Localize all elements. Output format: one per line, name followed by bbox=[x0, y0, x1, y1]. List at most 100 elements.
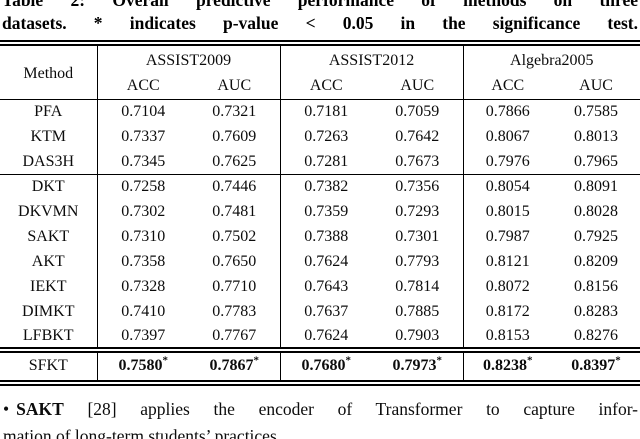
value-cell: 0.7973* bbox=[372, 346, 464, 383]
significance-star: * bbox=[527, 354, 533, 367]
value-cell: 0.7382 bbox=[304, 178, 349, 196]
value-cell: 0.7585 bbox=[574, 103, 619, 121]
value-cell: 0.7625 bbox=[189, 149, 281, 175]
value-cell: 0.7104 bbox=[121, 103, 166, 121]
value-cell: 0.7337 bbox=[121, 128, 166, 145]
value-cell: 0.7673 bbox=[372, 149, 464, 175]
best-value: 0.8238 bbox=[483, 357, 528, 374]
best-value: 0.8397 bbox=[571, 357, 616, 374]
value-cell: 0.8072 bbox=[485, 278, 530, 295]
value-cell: 0.8276 bbox=[574, 326, 619, 344]
value-cell: 0.8054 bbox=[485, 178, 530, 196]
value-cell: 0.7710 bbox=[189, 274, 281, 300]
table-row: KTM 0.7337 0.7609 0.7263 0.7642 0.8067 0… bbox=[0, 124, 640, 150]
value-cell: 0.8015 bbox=[485, 203, 530, 220]
value-cell: 0.7580* bbox=[97, 346, 189, 383]
value-cell: 0.7359 bbox=[304, 203, 349, 220]
value-cell: 0.7885 bbox=[372, 299, 464, 325]
value-cell: 0.7793 bbox=[372, 249, 464, 275]
significance-star: * bbox=[162, 354, 169, 367]
value-cell: 0.7650 bbox=[189, 249, 281, 275]
value-cell: 0.7643 bbox=[304, 278, 349, 295]
metric-header-acc: ACC bbox=[280, 73, 373, 100]
table-row: DKVMN 0.7302 0.7481 0.7359 0.7293 0.8015… bbox=[0, 199, 640, 225]
value-cell: 0.7328 bbox=[121, 278, 166, 295]
value-cell: 0.7281 bbox=[280, 149, 373, 175]
method-cell: AKT bbox=[0, 249, 98, 275]
table-caption: Table 2: Overall predictive performance … bbox=[0, 0, 640, 35]
method-column-header: Method bbox=[0, 43, 98, 100]
value-cell: 0.7642 bbox=[372, 124, 464, 150]
dataset-header-row: Method ASSIST2009 ASSIST2012 Algebra2005 bbox=[0, 43, 640, 100]
value-cell: 0.7410 bbox=[121, 303, 166, 320]
metric-header-acc: ACC bbox=[97, 73, 189, 100]
metric-header-auc: AUC bbox=[372, 73, 464, 100]
value-cell: 0.8091 bbox=[574, 178, 619, 196]
value-cell: 0.8121 bbox=[485, 253, 530, 270]
value-cell: 0.7624 bbox=[304, 253, 349, 270]
table-row: DAS3H 0.7345 0.7625 0.7281 0.7673 0.7976… bbox=[0, 149, 640, 175]
value-cell: 0.7345 bbox=[97, 149, 189, 175]
value-cell: 0.7181 bbox=[304, 103, 349, 121]
best-value: 0.7867 bbox=[209, 357, 254, 374]
value-cell: 0.7866 bbox=[485, 103, 530, 121]
table-row-best: SFKT 0.7580* 0.7867* 0.7680* 0.7973* 0.8… bbox=[0, 346, 640, 383]
value-cell: 0.7637 bbox=[304, 303, 349, 320]
value-cell: 0.7446 bbox=[189, 174, 281, 200]
value-cell: 0.7965 bbox=[552, 149, 640, 175]
footnote-text: [28] applies the encoder of Transformer … bbox=[63, 399, 638, 419]
value-cell: 0.7925 bbox=[574, 228, 619, 245]
dataset-header-assist2012: ASSIST2012 bbox=[280, 43, 464, 73]
method-cell: DKT bbox=[0, 174, 98, 200]
method-cell: DIMKT bbox=[0, 299, 98, 325]
method-cell: KTM bbox=[0, 124, 98, 150]
method-cell: IEKT bbox=[0, 274, 98, 300]
caption-line-1: Table 2: Overall predictive performance … bbox=[2, 0, 638, 10]
value-cell: 0.7397 bbox=[121, 326, 166, 344]
method-term: SAKT bbox=[16, 399, 64, 419]
value-cell: 0.8156 bbox=[574, 278, 619, 295]
method-cell: PFA bbox=[0, 99, 98, 125]
value-cell: 0.8172 bbox=[485, 303, 530, 320]
footnote-line-2: mation of long-term students’ practices. bbox=[3, 426, 282, 439]
value-cell: 0.7258 bbox=[121, 178, 166, 196]
value-cell: 0.8067 bbox=[485, 128, 530, 145]
table-row: DIMKT 0.7410 0.7783 0.7637 0.7885 0.8172… bbox=[0, 299, 640, 325]
value-cell: 0.7302 bbox=[121, 203, 166, 220]
value-cell: 0.7903 bbox=[372, 324, 464, 350]
method-cell: DKVMN bbox=[0, 199, 98, 225]
value-cell: 0.7624 bbox=[304, 326, 349, 344]
metric-header-acc: ACC bbox=[463, 73, 553, 100]
value-cell: 0.8013 bbox=[574, 128, 619, 145]
value-cell: 0.7609 bbox=[189, 124, 281, 150]
value-cell: 0.7502 bbox=[189, 224, 281, 250]
method-cell: SFKT bbox=[0, 346, 98, 383]
table-row: LFBKT 0.7397 0.7767 0.7624 0.7903 0.8153… bbox=[0, 324, 640, 350]
value-cell: 0.7263 bbox=[304, 128, 349, 145]
value-cell: 0.7388 bbox=[304, 228, 349, 245]
method-cell: DAS3H bbox=[0, 149, 98, 175]
table-row: SAKT 0.7310 0.7502 0.7388 0.7301 0.7987 … bbox=[0, 224, 640, 250]
value-cell: 0.8153 bbox=[485, 326, 530, 344]
value-cell: 0.8209 bbox=[574, 253, 619, 270]
best-value: 0.7973 bbox=[392, 357, 437, 374]
value-cell: 0.7356 bbox=[372, 174, 464, 200]
best-value: 0.7580 bbox=[118, 357, 163, 374]
value-cell: 0.7767 bbox=[189, 324, 281, 350]
value-cell: 0.8028 bbox=[574, 203, 619, 220]
metric-header-auc: AUC bbox=[552, 73, 640, 100]
value-cell: 0.7358 bbox=[121, 253, 166, 270]
value-cell: 0.7301 bbox=[372, 224, 464, 250]
value-cell: 0.7867* bbox=[189, 346, 281, 383]
value-cell: 0.7321 bbox=[189, 99, 281, 125]
dataset-header-assist2009: ASSIST2009 bbox=[97, 43, 281, 73]
table-row: DKT 0.7258 0.7446 0.7382 0.7356 0.8054 0… bbox=[0, 174, 640, 200]
significance-star: * bbox=[253, 354, 260, 367]
value-cell: 0.7293 bbox=[372, 199, 464, 225]
metric-header-row: ACC AUC ACC AUC ACC AUC bbox=[0, 73, 640, 100]
table-row: PFA 0.7104 0.7321 0.7181 0.7059 0.7866 0… bbox=[0, 99, 640, 125]
value-cell: 0.7059 bbox=[372, 99, 464, 125]
significance-star: * bbox=[615, 354, 621, 367]
value-cell: 0.7481 bbox=[189, 199, 281, 225]
